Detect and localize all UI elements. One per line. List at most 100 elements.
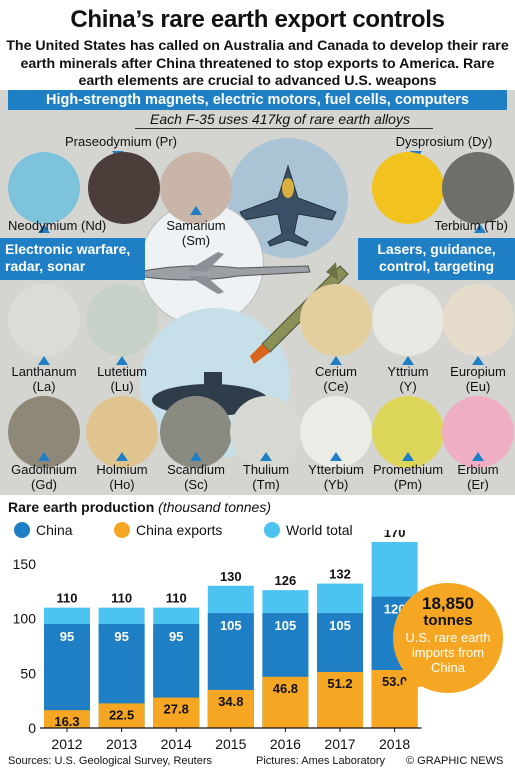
data-label-china-exports: 34.8: [218, 694, 243, 709]
data-label-world-total: 126: [275, 573, 297, 588]
data-label-china-exports: 46.8: [273, 681, 298, 696]
callout-bubble: [392, 583, 503, 696]
mineral-name: Holmium: [96, 462, 148, 477]
y-tick-label: 150: [13, 556, 37, 572]
mineral-name: Erbium: [457, 462, 499, 477]
data-label-china: 95: [60, 629, 74, 644]
marker-pointer: [38, 224, 50, 233]
mineral-label: Terbium (Tb): [434, 218, 508, 233]
data-label-china-exports: 51.2: [327, 676, 352, 691]
mineral-symbol: (Pm): [393, 477, 423, 492]
x-tick-label: 2016: [270, 736, 301, 752]
mineral-name: Neodymium: [8, 218, 78, 233]
mineral-sample-neodymium: [8, 152, 80, 224]
mineral-name: Thulium: [242, 462, 290, 477]
x-tick-label: 2017: [324, 736, 355, 752]
x-tick-label: 2015: [215, 736, 246, 752]
mineral-name: Yttrium: [387, 364, 429, 379]
bar-china-exports: [44, 710, 90, 728]
bar-china-exports: [98, 703, 145, 728]
data-label-china: 105: [329, 618, 351, 633]
bar-china-exports: [262, 676, 309, 728]
mineral-sample-europium: [442, 284, 514, 356]
legend-swatch-china-exports: [114, 522, 130, 538]
mineral-label: Dysprosium (Dy): [395, 134, 493, 149]
footer-sources: Sources: U.S. Geological Survey, Reuters: [8, 755, 212, 767]
mineral-name: Samarium: [166, 218, 226, 233]
legend-swatch-china: [14, 522, 30, 538]
mineral-sample-terbium: [442, 152, 514, 224]
data-label-china-exports: 22.5: [109, 707, 134, 722]
mineral-label: Neodymium (Nd): [8, 218, 128, 233]
mineral-label: Europium (Eu): [428, 364, 515, 394]
marker-pointer: [190, 452, 202, 461]
mineral-symbol: (Gd): [31, 477, 57, 492]
data-label-world-total: 130: [220, 569, 242, 584]
mineral-symbol: (Yb): [323, 477, 349, 492]
footer-credit: © GRAPHIC NEWS: [406, 755, 504, 767]
bar-china-exports: [317, 671, 363, 728]
marker-pointer: [260, 452, 272, 461]
mineral-label: Lutetium (Lu): [72, 364, 172, 394]
marker-pointer: [402, 356, 414, 365]
chart-title-text: Rare earth production: [8, 499, 155, 515]
mineral-name: Gadolinium: [11, 462, 77, 477]
mineral-sample-lutetium: [86, 284, 158, 356]
data-label-china: 105: [275, 618, 297, 633]
mineral-label: Gadolinium (Gd): [0, 462, 94, 492]
bar-china-exports: [207, 689, 254, 728]
mineral-label: Yttrium (Y): [358, 364, 458, 394]
data-label-world-total: 110: [111, 591, 132, 606]
mineral-label: Thulium (Tm): [216, 462, 316, 492]
mineral-symbol: (Er): [467, 477, 489, 492]
mineral-sample-yttrium: [372, 284, 444, 356]
marker-pointer: [38, 356, 50, 365]
marker-pointer: [330, 356, 342, 365]
legend-label-world-total: World total: [286, 522, 353, 538]
mineral-label: Samarium (Sm): [146, 218, 246, 248]
uses-panel: High-strength magnets, electric motors, …: [0, 90, 515, 495]
mineral-symbol: (Ce): [323, 379, 349, 394]
legend-label-china-exports: China exports: [136, 522, 223, 538]
mineral-label: Promethium (Pm): [358, 462, 458, 492]
data-label-china-exports: 27.8: [164, 702, 189, 717]
mineral-sample-lanthanum: [8, 284, 80, 356]
data-label-china-exports: 16.3: [54, 714, 79, 729]
page-title: China’s rare earth export controls: [70, 6, 445, 33]
mineral-sample-praseodymium: [88, 152, 160, 224]
legend-swatch-world-total: [264, 522, 280, 538]
data-label-china-exports: 53.0: [382, 674, 407, 689]
mineral-label: Erbium (Er): [428, 462, 515, 492]
mineral-sample-cerium: [300, 284, 372, 356]
x-tick-label: 2012: [51, 736, 82, 752]
mineral-label: Ytterbium (Yb): [286, 462, 386, 492]
banner-magnets: High-strength magnets, electric motors, …: [8, 90, 507, 110]
data-label-world-total: 132: [329, 567, 351, 582]
mineral-name: Cerium: [315, 364, 357, 379]
marker-pointer: [330, 452, 342, 461]
bar-china-exports: [153, 697, 200, 728]
callout-value: 18,850: [422, 594, 474, 613]
mineral-name: Europium: [450, 364, 506, 379]
caption-divider: [135, 128, 433, 129]
mineral-label: Holmium (Ho): [72, 462, 172, 492]
y-tick-label: 100: [13, 611, 37, 627]
banner-lasers: Lasers, guidance, control, targeting: [358, 238, 515, 280]
marker-pointer: [472, 356, 484, 365]
banner-electronic-warfare: Electronic warfare, radar, sonar: [0, 238, 145, 280]
mineral-label: Cerium (Ce): [286, 364, 386, 394]
marker-pointer: [116, 452, 128, 461]
data-label-china: 95: [114, 629, 128, 644]
data-label-world-total: 110: [57, 591, 78, 606]
legend-label-china: China: [36, 522, 73, 538]
footer-pictures: Pictures: Ames Laboratory: [256, 755, 386, 767]
mineral-label: Praseodymium (Pr): [65, 134, 177, 149]
marker-pointer: [116, 356, 128, 365]
mineral-name: Scandium: [167, 462, 225, 477]
mineral-sample-dysprosium: [372, 152, 444, 224]
mineral-symbol: (La): [32, 379, 56, 394]
mineral-symbol: (Ho): [109, 477, 135, 492]
marker-pointer: [190, 206, 202, 215]
mineral-symbol: (Tm): [252, 477, 280, 492]
chart-title: Rare earth production (thousand tonnes): [8, 499, 271, 515]
